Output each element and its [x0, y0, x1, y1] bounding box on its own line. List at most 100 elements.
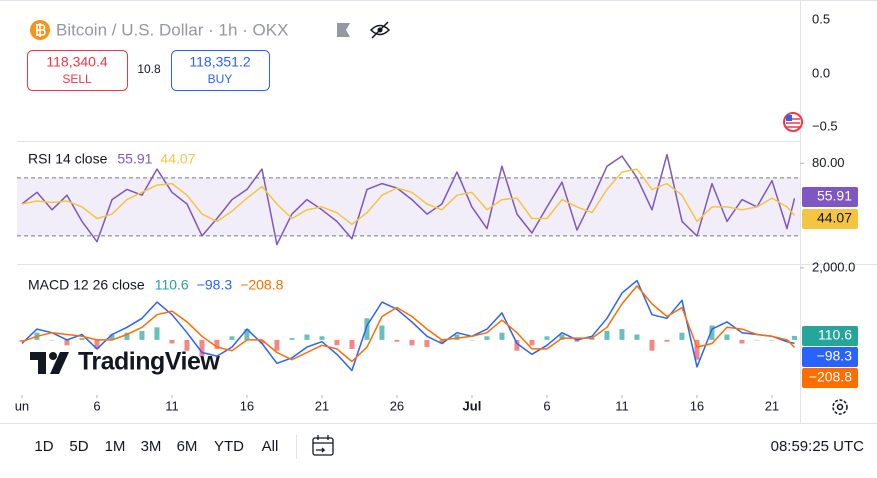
price-scale-label: 0.0	[812, 65, 830, 80]
last-value-box	[802, 326, 858, 346]
series-line	[21, 168, 796, 226]
histogram-bar	[154, 327, 160, 340]
spread: 10.8	[137, 62, 161, 76]
timeframe-button[interactable]: 5D	[69, 438, 88, 455]
histogram-bar	[529, 339, 535, 346]
histogram-bar	[109, 334, 115, 340]
rsi-band-fill	[17, 177, 800, 236]
y-tick-label: 80.00	[812, 155, 845, 170]
x-tick-label: 21	[765, 398, 779, 413]
histogram-bar	[694, 339, 700, 360]
histogram-bar	[424, 339, 430, 348]
histogram-bar	[19, 339, 25, 342]
histogram-bar	[289, 338, 295, 340]
timeframe-button[interactable]: All	[262, 438, 279, 455]
calendar-details	[313, 435, 333, 453]
histogram-bar	[559, 334, 565, 340]
histogram-bar	[649, 339, 655, 351]
histogram-bar	[469, 339, 475, 341]
logo-mark	[30, 352, 46, 374]
flag-canton	[786, 115, 792, 121]
histogram-bar	[199, 339, 205, 357]
settings-icon[interactable]	[832, 399, 848, 415]
logo-mark	[50, 352, 69, 374]
histogram-bar	[334, 339, 340, 346]
series-line	[21, 279, 795, 372]
legend-value: 55.91	[117, 151, 152, 167]
sell-label: SELL	[62, 72, 92, 86]
bitcoin-glyph	[36, 23, 46, 37]
histogram-bar	[379, 325, 385, 340]
histogram-bar	[94, 339, 100, 349]
indicator-title: MACD 12 26 close	[28, 277, 145, 293]
histogram-bar	[454, 334, 460, 340]
legend-value: −208.8	[240, 277, 283, 293]
histogram-bar	[184, 339, 190, 351]
logo-text: TradingView	[78, 348, 220, 376]
sell-box	[27, 50, 128, 91]
histogram-bar	[769, 339, 775, 341]
histogram-bar	[574, 339, 580, 342]
histogram-bar	[79, 338, 85, 340]
x-tick-label: 6	[543, 398, 550, 413]
price-scale-label: 0.5	[812, 11, 830, 26]
histogram-bar	[229, 336, 235, 340]
buy-price: 118,351.2	[189, 54, 250, 70]
buy-button[interactable]: 118,351.2 BUY	[171, 50, 270, 91]
date-range-button[interactable]	[312, 435, 334, 456]
x-tick-label: 16	[240, 398, 254, 413]
tradingview-logo[interactable]: TradingView	[30, 348, 221, 376]
last-value-box	[802, 209, 858, 229]
x-tick-label: 11	[165, 398, 179, 413]
last-value-label: −98.3	[817, 348, 853, 364]
histogram-bar	[664, 339, 670, 342]
histogram-bar	[214, 339, 220, 349]
histogram-bar	[589, 338, 595, 340]
histogram-bar	[484, 336, 490, 340]
clock: 08:59:25 UTC	[771, 438, 865, 455]
histogram-bar	[259, 339, 265, 344]
x-tick-label: 6	[93, 398, 100, 413]
timeframe-button[interactable]: 1D	[34, 438, 53, 455]
symbol-title: Bitcoin / U.S. Dollar · 1h · OKX	[56, 20, 288, 39]
last-value-label: −208.8	[809, 369, 852, 385]
histogram-bar	[169, 339, 175, 344]
series-line	[21, 285, 796, 363]
last-value-box	[802, 368, 858, 388]
histogram-bar	[739, 339, 745, 344]
hide-icon[interactable]	[369, 21, 391, 39]
timeframe-button[interactable]: 3M	[141, 438, 162, 455]
histogram-bar	[364, 318, 370, 340]
x-tick-label: 16	[690, 398, 704, 413]
indicator-title: RSI 14 close	[28, 151, 108, 167]
histogram-bar	[304, 334, 310, 340]
sell-price: 118,340.4	[46, 54, 107, 70]
timeframe-button[interactable]: 6M	[177, 438, 198, 455]
flag-icon[interactable]	[337, 23, 350, 37]
buy-label: BUY	[208, 72, 233, 86]
histogram-bar	[394, 339, 400, 342]
x-tick-label: 11	[615, 398, 629, 413]
logo-mark	[49, 352, 57, 360]
settings-icon-core	[836, 403, 844, 411]
histogram-bar	[319, 336, 325, 340]
last-value-box	[802, 347, 858, 367]
histogram-bar	[634, 334, 640, 340]
timeframe-button[interactable]: YTD	[214, 438, 244, 455]
histogram-bar	[679, 332, 685, 340]
last-value-label: 44.07	[817, 210, 852, 226]
timeframe-button[interactable]: 1M	[105, 438, 126, 455]
histogram-bar	[499, 332, 505, 340]
y-tick-label: 2,000.0	[812, 259, 855, 274]
legend-value: 110.6	[155, 277, 189, 293]
histogram-bar	[274, 339, 280, 351]
histogram-bar	[64, 339, 70, 346]
legend-value: 44.07	[160, 151, 195, 167]
histogram-bar	[544, 336, 550, 340]
last-value-label: 110.6	[818, 327, 852, 343]
histogram-bar	[619, 329, 625, 340]
series-line	[21, 153, 796, 246]
sell-button[interactable]: 118,340.4 SELL	[27, 50, 128, 91]
